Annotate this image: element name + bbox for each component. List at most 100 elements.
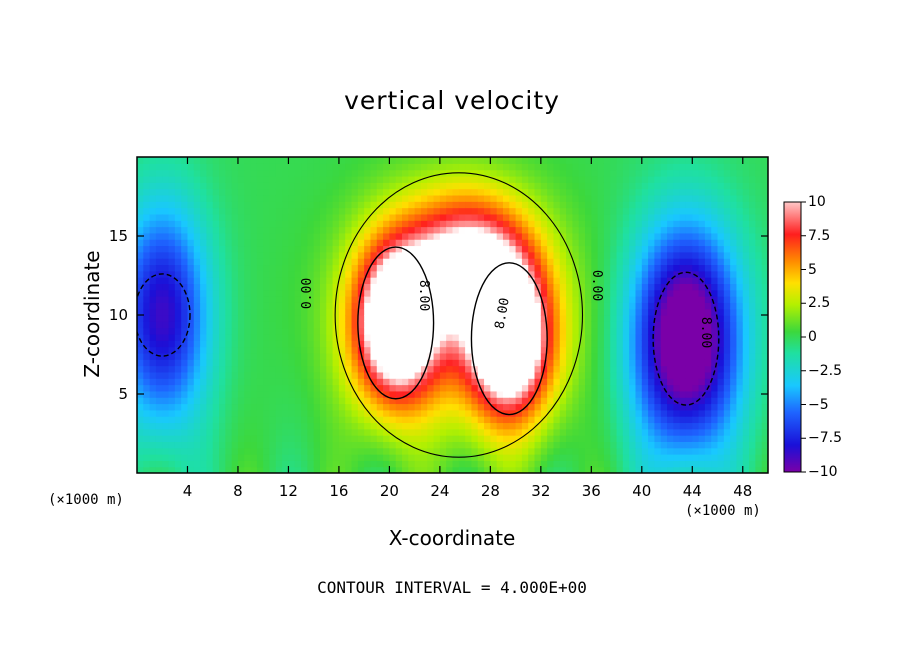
field-cell <box>603 207 611 215</box>
field-cell <box>572 182 580 190</box>
field-cell <box>219 403 226 411</box>
field-cell <box>458 182 466 190</box>
field-cell <box>730 397 738 405</box>
field-cell <box>414 194 422 202</box>
field-cell <box>364 258 372 266</box>
field-cell <box>502 447 510 455</box>
field-cell <box>553 264 561 272</box>
field-cell <box>282 188 290 196</box>
field-cell <box>408 428 416 436</box>
field-cell <box>755 163 763 171</box>
field-cell <box>137 239 144 247</box>
field-cell <box>376 340 384 348</box>
field-cell <box>168 232 176 240</box>
field-cell <box>357 163 365 171</box>
field-cell <box>427 302 435 310</box>
field-cell <box>679 403 687 411</box>
field-cell <box>540 232 548 240</box>
field-cell <box>730 270 738 278</box>
field-cell <box>641 403 649 411</box>
field-cell <box>578 359 586 367</box>
field-cell <box>256 441 264 449</box>
field-cell <box>572 352 580 360</box>
field-cell <box>149 352 157 360</box>
field-cell <box>749 194 756 202</box>
field-cell <box>742 416 750 424</box>
field-cell <box>313 315 321 322</box>
field-cell <box>149 270 157 278</box>
field-cell <box>231 169 239 177</box>
field-cell <box>181 270 189 278</box>
field-cell <box>420 163 428 171</box>
field-cell <box>250 270 258 278</box>
field-cell <box>301 258 308 266</box>
field-cell <box>446 201 454 209</box>
field-cell <box>502 365 510 373</box>
field-cell <box>408 182 416 190</box>
field-cell <box>635 340 643 348</box>
field-cell <box>578 226 586 234</box>
field-cell <box>566 289 573 297</box>
field-cell <box>168 447 176 455</box>
field-cell <box>244 384 252 392</box>
field-cell <box>585 346 592 354</box>
field-cell <box>730 308 738 316</box>
field-cell <box>446 207 454 215</box>
field-cell <box>509 169 517 177</box>
field-cell <box>591 182 599 190</box>
field-cell <box>547 201 555 209</box>
field-cell <box>528 157 536 164</box>
field-cell <box>231 277 239 284</box>
field-cell <box>181 447 189 455</box>
field-cell <box>515 454 523 461</box>
field-cell <box>679 333 687 341</box>
field-cell <box>357 258 365 266</box>
field-cell <box>730 175 738 183</box>
field-cell <box>345 283 353 291</box>
field-cell <box>490 239 498 247</box>
field-cell <box>181 245 189 253</box>
field-cell <box>578 157 586 164</box>
field-cell <box>168 403 176 411</box>
field-cell <box>143 397 151 405</box>
field-cell <box>225 403 233 411</box>
field-cell <box>414 169 422 177</box>
field-cell <box>256 264 264 272</box>
field-cell <box>547 226 555 234</box>
field-cell <box>742 390 750 398</box>
field-cell <box>736 327 744 335</box>
field-cell <box>250 365 258 373</box>
field-cell <box>641 346 649 354</box>
field-cell <box>155 315 163 322</box>
field-cell <box>389 194 397 202</box>
field-cell <box>603 169 611 177</box>
field-cell <box>616 194 624 202</box>
field-cell <box>212 308 220 316</box>
field-cell <box>332 270 340 278</box>
field-cell <box>244 315 252 322</box>
field-cell <box>723 264 731 272</box>
field-cell <box>389 460 397 468</box>
field-cell <box>566 447 573 455</box>
field-cell <box>446 378 454 386</box>
field-cell <box>603 321 611 329</box>
field-cell <box>742 365 750 373</box>
field-cell <box>641 239 649 247</box>
field-cell <box>629 277 637 284</box>
field-cell <box>629 346 637 354</box>
field-cell <box>275 365 283 373</box>
field-cell <box>622 435 630 442</box>
field-cell <box>534 346 542 354</box>
field-cell <box>408 365 416 373</box>
field-cell <box>143 390 151 398</box>
field-cell <box>357 239 365 247</box>
field-cell <box>704 460 712 468</box>
field-cell <box>244 441 252 449</box>
field-cell <box>477 308 485 316</box>
field-cell <box>603 365 611 373</box>
field-cell <box>742 321 750 329</box>
field-cell <box>635 163 643 171</box>
field-cell <box>370 435 378 442</box>
field-cell <box>742 157 750 164</box>
field-cell <box>149 340 157 348</box>
